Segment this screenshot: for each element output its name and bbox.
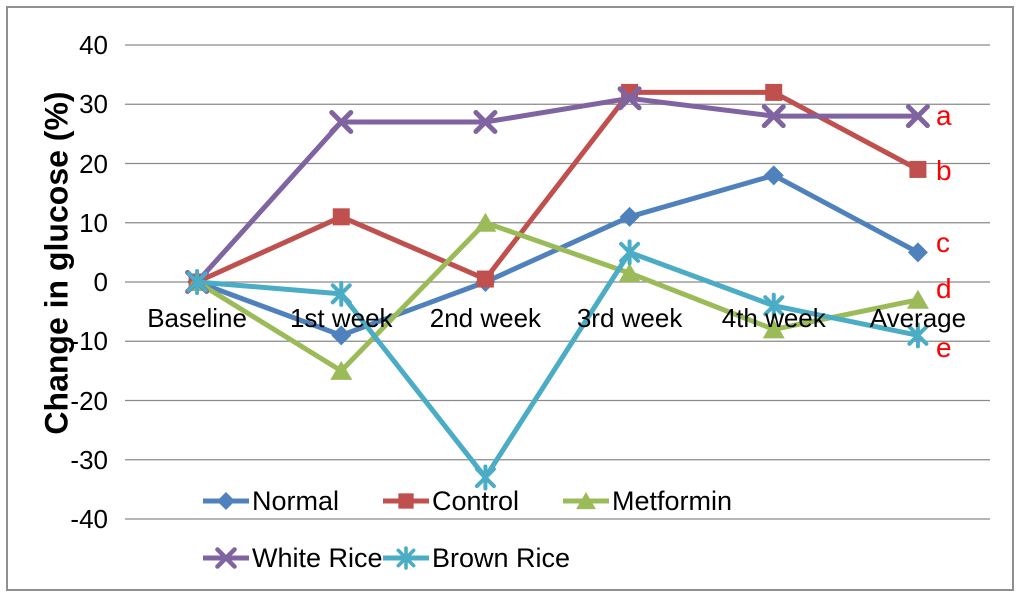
annotation-a: a <box>936 100 952 132</box>
x-axis-label: 2nd week <box>429 303 542 333</box>
y-axis-tick-label: -20 <box>70 385 108 416</box>
legend-marker-metformin-icon <box>563 492 609 510</box>
y-axis-tick-label: 20 <box>79 148 108 179</box>
series-brown-rice <box>186 239 929 491</box>
gridlines <box>125 44 990 520</box>
legend-marker-brown-rice-icon <box>383 546 429 570</box>
y-axis-tick-label: -30 <box>70 444 108 475</box>
legend-marker-normal-icon <box>203 492 249 510</box>
x-axis-label: Average <box>869 303 967 333</box>
legend-item-control: Control <box>383 486 519 516</box>
legend-marker-white-rice-icon <box>203 547 249 569</box>
legend-marker-control-icon <box>383 493 429 509</box>
y-axis-tick-label: 40 <box>79 30 108 60</box>
legend-label-normal: Normal <box>252 486 340 516</box>
chart-border <box>6 6 1014 591</box>
annotation-e: e <box>936 332 952 364</box>
x-axis-label: Baseline <box>147 303 247 333</box>
y-axis-title: Change in glucose (%) <box>38 91 75 435</box>
y-axis-tick-label: 0 <box>93 267 108 297</box>
y-axis-tick-label: 30 <box>79 89 108 120</box>
annotation-b: b <box>936 155 952 187</box>
legend-label-brown-rice: Brown Rice <box>432 543 571 573</box>
legend-item-normal: Normal <box>203 486 339 516</box>
legend-label-metformin: Metformin <box>612 486 733 516</box>
y-axis-tick-label: 10 <box>79 207 108 238</box>
legend-label-white-rice: White Rice <box>252 543 383 573</box>
x-axis-label: 3rd week <box>576 303 683 333</box>
x-axis-label: 4th week <box>721 303 826 333</box>
legend-label-control: Control <box>432 486 520 516</box>
x-axis-label: 1st week <box>289 303 393 333</box>
legend-item-brown-rice: Brown Rice <box>383 543 570 573</box>
legend-item-metformin: Metformin <box>563 486 732 516</box>
y-axis-tick-label: -40 <box>70 504 108 534</box>
annotation-c: c <box>936 227 950 259</box>
legend-item-white-rice: White Rice <box>203 543 383 573</box>
annotation-d: d <box>936 272 952 304</box>
y-axis-tick-label: -10 <box>70 326 108 357</box>
